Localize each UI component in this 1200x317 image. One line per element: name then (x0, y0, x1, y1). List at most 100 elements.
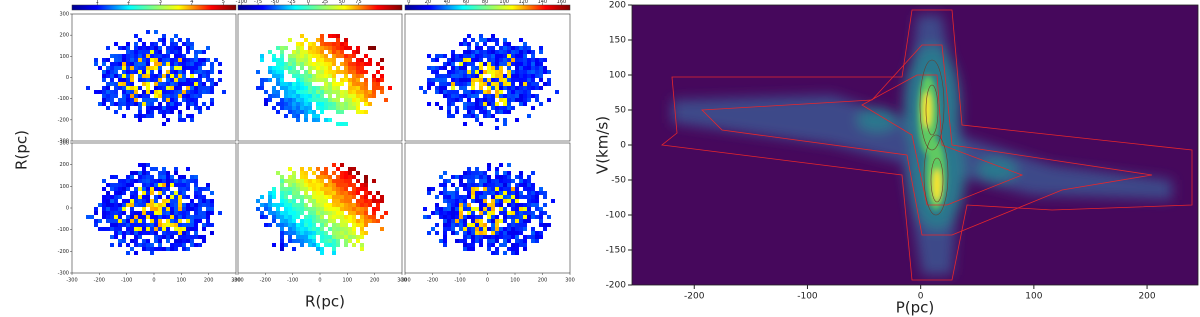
map-pixel (312, 235, 316, 239)
map-pixel (324, 211, 328, 215)
map-pixel (146, 46, 150, 50)
map-pixel (308, 74, 312, 78)
map-pixel (296, 211, 300, 215)
map-pixel (166, 86, 170, 90)
map-pixel (150, 167, 154, 171)
map-pixel (360, 86, 364, 90)
map-pixel (332, 219, 336, 223)
map-pixel (388, 86, 392, 90)
map-pixel (483, 187, 487, 191)
map-pixel (328, 66, 332, 70)
map-pixel (324, 70, 328, 74)
map-pixel (194, 54, 198, 58)
map-pixel (300, 235, 304, 239)
map-pixel (304, 38, 308, 42)
map-pixel (194, 215, 198, 219)
map-pixel (467, 211, 471, 215)
map-pixel (324, 54, 328, 58)
map-pixel (328, 98, 332, 102)
map-pixel (158, 187, 162, 191)
map-pixel (348, 86, 352, 90)
map-pixel (527, 187, 531, 191)
map-pixel (174, 215, 178, 219)
map-pixel (356, 46, 360, 50)
map-pixel (340, 102, 344, 106)
map-pixel (463, 122, 467, 126)
map-pixel (463, 171, 467, 175)
map-pixel (515, 58, 519, 62)
map-pixel (292, 86, 296, 90)
map-pixel (487, 183, 491, 187)
map-pixel (162, 179, 166, 183)
map-pixel (328, 207, 332, 211)
map-pixel (324, 231, 328, 235)
map-pixel (364, 110, 368, 114)
map-pixel (138, 66, 142, 70)
map-pixel (154, 30, 158, 34)
map-pixel (158, 175, 162, 179)
map-pixel (463, 231, 467, 235)
map-pixel (292, 54, 296, 58)
map-pixel (206, 187, 210, 191)
map-pixel (511, 215, 515, 219)
x-tick-label: 200 (1138, 292, 1155, 302)
map-pixel (364, 191, 368, 195)
map-pixel (519, 215, 523, 219)
map-pixel (284, 179, 288, 183)
map-pixel (206, 74, 210, 78)
map-pixel (170, 58, 174, 62)
map-pixel (539, 187, 543, 191)
map-pixel (491, 203, 495, 207)
map-pixel (174, 231, 178, 235)
map-pixel (360, 243, 364, 247)
map-pixel (300, 219, 304, 223)
map-pixel (110, 203, 114, 207)
map-pixel (268, 70, 272, 74)
map-pixel (198, 219, 202, 223)
map-pixel (280, 66, 284, 70)
map-pixel (328, 227, 332, 231)
map-pixel (324, 183, 328, 187)
map-pixel (134, 54, 138, 58)
map-pixel (312, 86, 316, 90)
map-pixel (507, 211, 511, 215)
map-pixel (178, 195, 182, 199)
map-pixel (110, 187, 114, 191)
map-pixel (503, 58, 507, 62)
map-pixel (118, 58, 122, 62)
map-pixel (142, 191, 146, 195)
map-pixel (202, 102, 206, 106)
map-pixel (368, 215, 372, 219)
map-pixel (360, 62, 364, 66)
map-pixel (300, 54, 304, 58)
map-pixel (300, 223, 304, 227)
map-pixel (539, 235, 543, 239)
map-pixel (126, 90, 130, 94)
map-pixel (138, 219, 142, 223)
map-pixel (523, 86, 527, 90)
map-pixel (122, 114, 126, 118)
map-pixel (146, 215, 150, 219)
map-pixel (447, 102, 451, 106)
map-pixel (142, 74, 146, 78)
map-pixel (174, 106, 178, 110)
map-pixel (276, 46, 280, 50)
map-pixel (110, 74, 114, 78)
map-pixel (296, 227, 300, 231)
map-pixel (280, 239, 284, 243)
map-pixel (308, 46, 312, 50)
map-pixel (218, 62, 222, 66)
map-pixel (110, 70, 114, 74)
map-pixel (483, 70, 487, 74)
map-pixel (523, 54, 527, 58)
map-pixel (487, 219, 491, 223)
map-pixel (138, 195, 142, 199)
map-pixel (102, 195, 106, 199)
map-pixel (198, 74, 202, 78)
map-pixel (194, 70, 198, 74)
map-pixel (174, 82, 178, 86)
map-pixel (146, 243, 150, 247)
map-pixel (344, 106, 348, 110)
map-pixel (142, 199, 146, 203)
map-pixel (316, 195, 320, 199)
